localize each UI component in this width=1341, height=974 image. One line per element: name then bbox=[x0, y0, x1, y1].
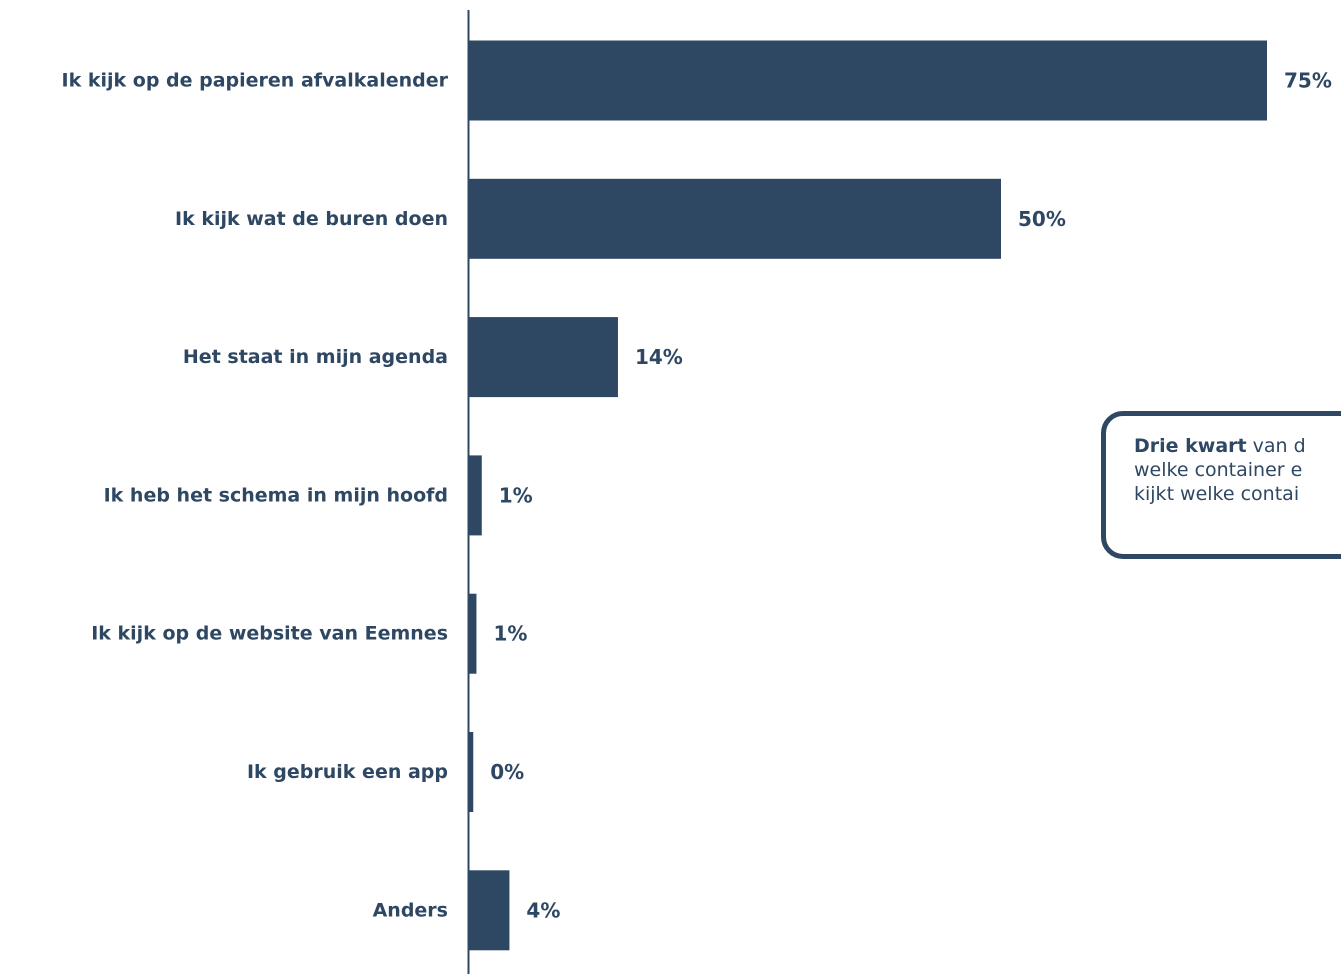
category-label: Ik kijk op de website van Eemnes bbox=[91, 623, 448, 645]
category-label: Ik kijk wat de buren doen bbox=[175, 208, 448, 230]
callout-bold: Drie kwart bbox=[1134, 435, 1247, 457]
bar bbox=[469, 455, 482, 536]
callout-box: Drie kwart van d welke container e kijkt… bbox=[1101, 411, 1341, 559]
callout-line-3: kijkt welke contai bbox=[1134, 483, 1300, 505]
bar bbox=[469, 40, 1267, 121]
value-label: 50% bbox=[1018, 207, 1066, 231]
category-label: Ik gebruik een app bbox=[247, 761, 448, 783]
category-label: Anders bbox=[373, 899, 448, 921]
bar bbox=[469, 593, 477, 674]
bar bbox=[469, 317, 618, 398]
value-label: 0% bbox=[490, 760, 524, 784]
callout-line-1: Drie kwart van d bbox=[1134, 434, 1341, 458]
bar bbox=[469, 178, 1001, 259]
value-label: 1% bbox=[499, 483, 533, 507]
callout-line-2: welke container e bbox=[1134, 459, 1303, 481]
bar bbox=[469, 732, 474, 812]
value-label: 75% bbox=[1284, 69, 1332, 93]
category-label: Ik kijk op de papieren afvalkalender bbox=[62, 70, 449, 92]
value-label: 14% bbox=[635, 345, 683, 369]
bars-group bbox=[469, 40, 1267, 951]
value-labels: 75% 50% 14% 1% 1% 0% 4% bbox=[490, 69, 1332, 923]
value-label: 1% bbox=[493, 622, 527, 646]
value-label: 4% bbox=[526, 898, 560, 922]
bar bbox=[469, 870, 510, 951]
category-labels: Ik kijk op de papieren afvalkalender Ik k… bbox=[62, 70, 449, 922]
category-label: Ik heb het schema in mijn hoofd bbox=[104, 484, 448, 506]
callout-line-1-rest: van d bbox=[1246, 435, 1306, 457]
category-label: Het staat in mijn agenda bbox=[183, 346, 448, 368]
